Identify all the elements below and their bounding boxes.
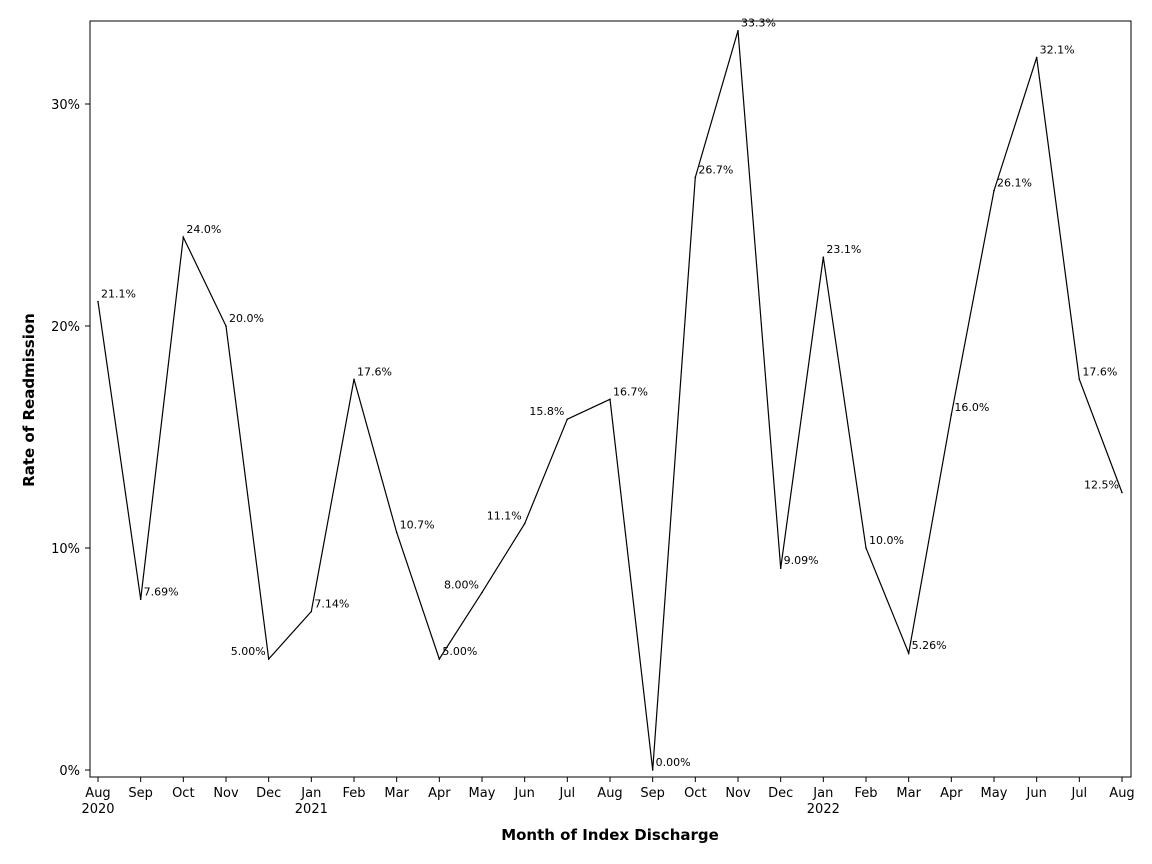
data-point	[865, 547, 867, 549]
data-label: 10.0%	[869, 534, 904, 547]
data-label: 21.1%	[101, 288, 136, 301]
y-tick-label: 0%	[59, 764, 80, 779]
data-point	[993, 189, 995, 192]
x-tick-label-month: Jul	[1070, 786, 1087, 801]
x-tick-label-month: Oct	[684, 786, 706, 801]
data-point	[267, 658, 270, 660]
data-point	[438, 658, 441, 660]
data-labels: 21.1% 7.69% 24.0% 20.0% 5.00% 7.14% 17.6% 10.7%…	[101, 17, 1119, 769]
x-tick-label-month: Feb	[854, 786, 877, 801]
data-label: 9.09%	[784, 554, 819, 567]
data-point	[950, 414, 953, 416]
data-point	[97, 300, 99, 303]
x-tick-label-month: Mar	[384, 786, 409, 801]
data-label: 17.6%	[1082, 365, 1117, 378]
data-point	[779, 567, 782, 570]
series-group	[97, 29, 1123, 771]
data-point	[907, 652, 910, 655]
x-tick-label-month: Dec	[768, 786, 793, 801]
data-label: 33.3%	[741, 17, 776, 30]
data-label: 5.26%	[912, 639, 947, 652]
data-point	[182, 236, 185, 238]
x-tick-label-month: Jun	[514, 786, 535, 801]
data-label: 26.1%	[997, 177, 1032, 190]
x-tick-label-month: Jan	[300, 786, 321, 801]
data-point	[310, 610, 313, 613]
data-point	[1121, 491, 1123, 494]
x-tick-label-month: Dec	[256, 786, 281, 801]
data-label: 26.7%	[698, 163, 733, 176]
x-axis-title: Month of Index Discharge	[501, 826, 719, 844]
x-tick-label-month: Sep	[640, 786, 665, 801]
data-point	[523, 522, 526, 525]
data-label: 32.1%	[1040, 43, 1075, 56]
x-tick-label-month: Aug	[85, 786, 110, 801]
x-tick-label-month: May	[981, 786, 1008, 801]
data-label: 7.69%	[144, 585, 179, 598]
x-tick-label-month: Nov	[725, 786, 751, 801]
y-tick-label: 10%	[51, 542, 80, 557]
x-tick-label-month: Mar	[896, 786, 921, 801]
data-label: 0.00%	[656, 756, 691, 769]
data-label: 15.8%	[529, 405, 564, 418]
data-label: 16.0%	[954, 401, 989, 414]
data-label: 7.14%	[314, 597, 349, 610]
data-label: 11.1%	[487, 510, 522, 523]
data-label: 20.0%	[229, 312, 264, 325]
x-tick-label-year: 2020	[81, 802, 114, 817]
x-tick-label-month: Feb	[342, 786, 365, 801]
data-label: 16.7%	[613, 385, 648, 398]
data-point	[1078, 378, 1081, 381]
y-axis: 0% 10% 20% 30%	[51, 98, 90, 779]
y-tick-label: 20%	[51, 320, 80, 335]
y-tick-label: 30%	[51, 98, 80, 113]
data-label: 17.6%	[357, 365, 392, 378]
y-axis-title: Rate of Readmission	[20, 313, 38, 487]
x-tick-label-month: Apr	[428, 786, 451, 801]
data-point	[822, 256, 825, 258]
data-point	[694, 176, 697, 179]
data-label: 5.00%	[231, 645, 266, 658]
x-tick-label-month: Apr	[940, 786, 963, 801]
data-point	[353, 378, 355, 381]
x-tick-label-month: Aug	[597, 786, 622, 801]
x-tick-label-month: Jun	[1026, 786, 1047, 801]
data-label: 24.0%	[186, 223, 221, 236]
x-tick-label-month: Nov	[213, 786, 239, 801]
data-point	[1035, 56, 1038, 59]
data-point	[395, 531, 398, 534]
x-tick-label-year: 2021	[295, 802, 328, 817]
data-point	[737, 29, 739, 32]
data-label: 23.1%	[826, 243, 861, 256]
data-point	[609, 398, 611, 401]
data-point	[566, 418, 569, 421]
x-tick-label-year: 2022	[807, 802, 840, 817]
data-point	[225, 325, 227, 327]
data-label: 5.00%	[442, 645, 477, 658]
data-label: 10.7%	[400, 518, 435, 531]
data-label: 8.00%	[444, 578, 479, 591]
x-tick-label-month: Jan	[812, 786, 833, 801]
data-label: 12.5%	[1084, 479, 1119, 492]
data-point	[651, 769, 654, 771]
x-tick-label-month: Oct	[172, 786, 194, 801]
x-tick-label-month: Sep	[128, 786, 153, 801]
data-point	[139, 598, 142, 601]
data-point	[481, 591, 483, 594]
x-tick-label-month: May	[469, 786, 496, 801]
x-tick-label-month: Aug	[1109, 786, 1134, 801]
x-tick-label-month: Jul	[558, 786, 575, 801]
